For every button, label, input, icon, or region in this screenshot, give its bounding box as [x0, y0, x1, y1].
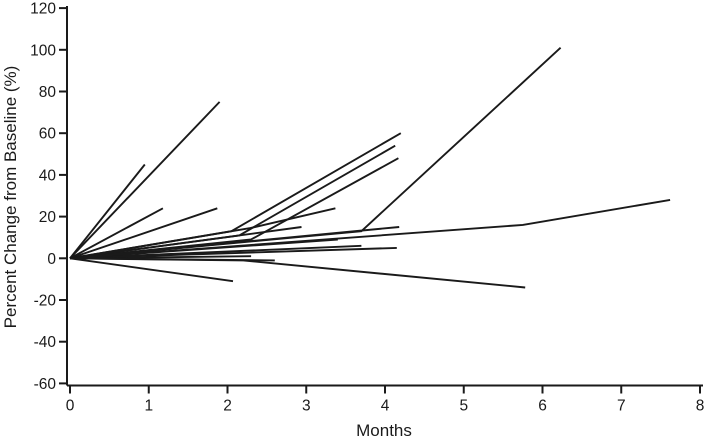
series-line-subject-4 — [69, 207, 218, 260]
series-line-subject-18 — [69, 257, 526, 289]
x-tick-label: 7 — [617, 398, 626, 415]
series-line-subject-15 — [69, 246, 397, 260]
y-tick-label: 120 — [30, 1, 56, 18]
x-tick-label: 1 — [144, 398, 153, 415]
x-tick-label: 5 — [459, 398, 468, 415]
axes-layer: -60 -40 -20 0 20 40 60 80 100 120 0 1 2 3 4 5 6 7 8 — [30, 1, 704, 415]
y-tick-label: 40 — [39, 167, 57, 184]
x-tick-label: 4 — [381, 398, 390, 415]
series-line-subject-8 — [69, 144, 396, 260]
series-line-subject-7 — [69, 132, 402, 260]
y-tick-label: -60 — [34, 376, 57, 393]
x-axis-title: Months — [356, 421, 412, 440]
y-tick-label: -40 — [34, 334, 57, 351]
y-axis-title: Percent Change from Baseline (%) — [1, 66, 20, 329]
y-tick-label: -20 — [34, 293, 57, 310]
x-tick-label: 3 — [302, 398, 311, 415]
series-line-subject-2 — [69, 101, 221, 259]
y-tick-label: 100 — [30, 42, 56, 59]
x-tick-label: 0 — [66, 398, 75, 415]
series-line-subject-12 — [69, 226, 400, 260]
series-lines-layer — [69, 47, 671, 289]
x-tick-label: 2 — [223, 398, 232, 415]
y-tick-label: 60 — [39, 126, 57, 143]
y-tick-label: 0 — [47, 251, 56, 268]
y-tick-label: 80 — [39, 84, 57, 101]
series-line-subject-3 — [69, 207, 164, 260]
x-tick-label: 6 — [538, 398, 547, 415]
x-tick-label: 8 — [696, 398, 705, 415]
series-line-subject-13 — [69, 238, 338, 260]
series-line-subject-19 — [69, 257, 234, 283]
y-tick-label: 20 — [39, 209, 57, 226]
series-line-subject-1 — [69, 163, 146, 259]
